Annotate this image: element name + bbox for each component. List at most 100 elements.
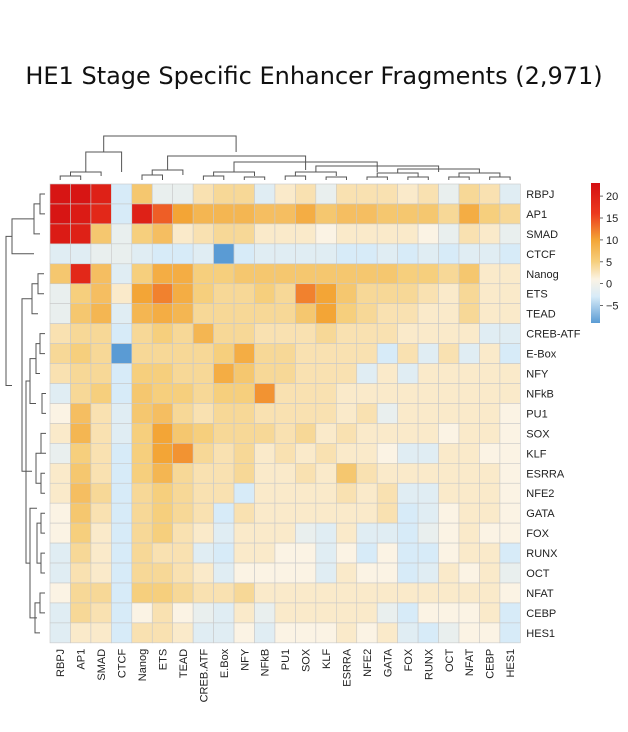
heatmap-cell: [356, 462, 378, 484]
heatmap-cell: [479, 363, 501, 384]
heatmap-cell: [70, 522, 92, 544]
column-label: CEBP: [485, 649, 497, 679]
heatmap-cell: [438, 303, 460, 324]
heatmap-cell: [192, 423, 214, 444]
heatmap-cell: [213, 522, 235, 544]
heatmap-cell: [172, 502, 194, 524]
dendrogram-branch: [29, 507, 37, 619]
row-label: PU1: [526, 408, 547, 420]
heatmap-cell: [70, 323, 92, 344]
heatmap-cell: [192, 443, 214, 464]
heatmap-cell: [376, 363, 398, 384]
legend-tick-label: 20: [606, 191, 618, 203]
heatmap-cell: [356, 283, 378, 305]
heatmap-cell: [417, 323, 439, 344]
heatmap-cell: [90, 263, 112, 285]
heatmap-cell: [213, 443, 235, 464]
heatmap-cell: [417, 582, 439, 604]
heatmap-cell: [499, 383, 521, 404]
heatmap-cell: [172, 602, 194, 624]
heatmap-cell: [131, 283, 153, 305]
heatmap-cell: [233, 203, 255, 225]
heatmap-cell: [70, 403, 92, 424]
heatmap-cell: [90, 283, 112, 305]
heatmap-cell: [90, 383, 112, 404]
heatmap-cell: [49, 243, 71, 265]
heatmap-cell: [233, 403, 255, 424]
heatmap-cell: [274, 223, 296, 245]
heatmap-cell: [254, 582, 276, 604]
column-label: SOX: [301, 648, 313, 672]
heatmap-cell: [376, 203, 398, 225]
heatmap-cell: [479, 423, 501, 444]
dendrogram-branch: [489, 176, 511, 180]
column-label: RBPJ: [55, 649, 67, 677]
heatmap-cell: [499, 403, 521, 424]
heatmap-cell: [458, 423, 480, 444]
heatmap-cell: [274, 363, 296, 384]
heatmap-cell: [151, 223, 174, 245]
heatmap-cell: [335, 562, 358, 584]
heatmap-cell: [70, 183, 92, 205]
heatmap-cell: [111, 502, 133, 524]
heatmap-cell: [111, 462, 133, 484]
heatmap-cell: [499, 602, 521, 624]
heatmap-cell: [356, 343, 378, 364]
column-label: NFAT: [464, 649, 476, 677]
heatmap-cell: [90, 443, 112, 464]
dendrogram-branch: [167, 155, 307, 170]
column-label: SMAD: [96, 649, 108, 681]
heatmap-cell: [295, 522, 317, 544]
heatmap-cell: [131, 203, 153, 225]
heatmap-cell: [499, 423, 521, 444]
row-label: TEAD: [526, 309, 555, 321]
heatmap-cell: [438, 403, 460, 424]
heatmap-cell: [499, 203, 521, 225]
heatmap-cell: [274, 303, 296, 324]
heatmap-cell: [274, 482, 296, 504]
heatmap-cell: [151, 243, 174, 265]
dendrogram-branch: [85, 151, 123, 172]
column-label: RUNX: [423, 648, 435, 680]
heatmap-cell: [479, 383, 501, 404]
heatmap-cell: [397, 562, 419, 584]
heatmap-cell: [70, 542, 92, 564]
heatmap-cell: [90, 203, 112, 225]
legend-tick-label: 10: [606, 235, 618, 247]
heatmap-cell: [315, 462, 337, 484]
chart-title: HE1 Stage Specific Enhancer Fragments (2…: [25, 62, 603, 90]
heatmap-cell: [356, 303, 378, 324]
heatmap-cell: [213, 622, 235, 644]
heatmap-cell: [458, 323, 480, 344]
heatmap-cell: [172, 482, 194, 504]
heatmap-cell: [417, 363, 439, 384]
heatmap-cell: [479, 522, 501, 544]
heatmap-cell: [254, 323, 276, 344]
legend-tick-label: 15: [606, 213, 618, 225]
heatmap-cell: [376, 283, 398, 305]
heatmap-cell: [274, 423, 296, 444]
heatmap-cell: [315, 482, 337, 504]
heatmap-cell: [70, 462, 92, 484]
heatmap-cell: [438, 223, 460, 245]
heatmap-cell: [479, 443, 501, 464]
heatmap-cell: [49, 383, 71, 404]
dendrogram-branch: [407, 176, 429, 180]
heatmap-cell: [397, 602, 419, 624]
heatmap-cell: [254, 383, 276, 404]
heatmap-cell: [49, 183, 71, 205]
heatmap-cell: [49, 602, 71, 624]
heatmap-cell: [274, 602, 296, 624]
column-label: KLF: [321, 649, 333, 669]
heatmap-cell: [70, 303, 92, 324]
row-label: RUNX: [526, 548, 558, 560]
heatmap-cell: [335, 323, 358, 344]
heatmap-cell: [254, 562, 276, 584]
heatmap-cell: [90, 363, 112, 384]
heatmap-cell: [111, 363, 133, 384]
heatmap-cell: [315, 502, 337, 524]
heatmap-cell: [111, 203, 133, 225]
heatmap-cell: [335, 303, 358, 324]
heatmap-cell: [172, 183, 194, 205]
row-label: NFkB: [526, 389, 554, 401]
